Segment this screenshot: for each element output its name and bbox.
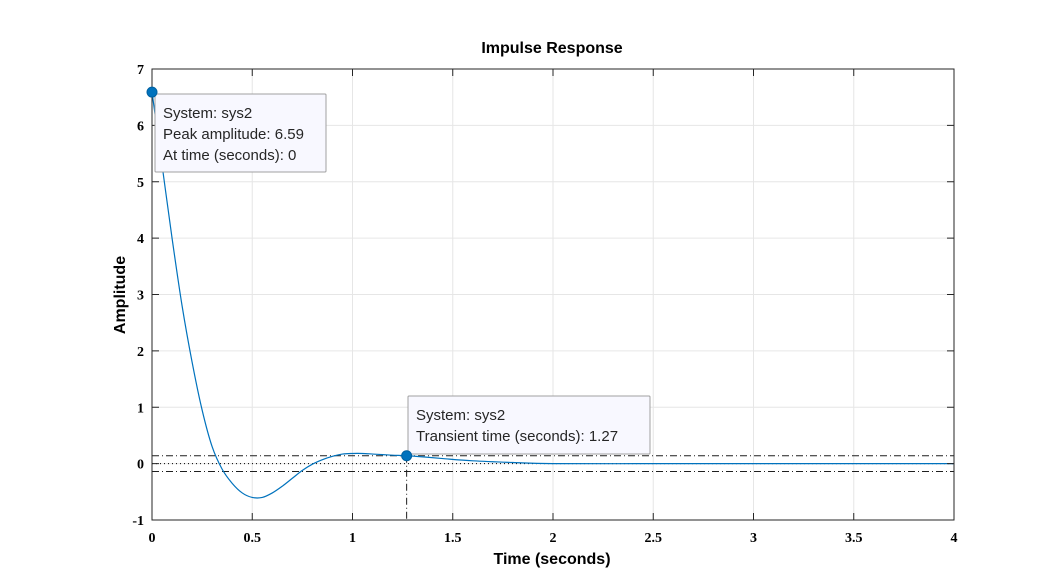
datatips: System: sys2 Peak amplitude: 6.59 At time … bbox=[146, 86, 651, 462]
x-tick-label: 4 bbox=[951, 531, 958, 546]
y-tick-label: 4 bbox=[137, 232, 144, 247]
y-tick-label: 5 bbox=[137, 176, 144, 191]
datatip-marker bbox=[401, 450, 413, 462]
y-tick-label: 3 bbox=[137, 289, 144, 304]
datatip-text: System: sys2 bbox=[163, 105, 252, 122]
x-tick-label: 2.5 bbox=[645, 531, 663, 546]
y-tick-label: -1 bbox=[132, 514, 144, 529]
datatip-text: Transient time (seconds): 1.27 bbox=[416, 428, 618, 445]
datatip: System: sys2 Peak amplitude: 6.59 At time … bbox=[146, 86, 327, 173]
y-tick-label: 6 bbox=[137, 119, 144, 134]
chart-title: Impulse Response bbox=[481, 40, 622, 57]
series-layer bbox=[151, 92, 954, 499]
datatip-text: Peak amplitude: 6.59 bbox=[163, 126, 304, 143]
datatip: System: sys2 Transient time (seconds): 1.… bbox=[401, 395, 651, 462]
y-tick-label: 1 bbox=[137, 401, 144, 416]
datatip-text: System: sys2 bbox=[416, 407, 505, 424]
x-tick-label: 3.5 bbox=[845, 531, 863, 546]
impulse-response-line bbox=[151, 92, 954, 499]
datatip-text: At time (seconds): 0 bbox=[163, 147, 296, 164]
datatip-box bbox=[407, 395, 651, 455]
x-tick-label: 1.5 bbox=[444, 531, 462, 546]
x-tick-label: 3 bbox=[750, 531, 757, 546]
y-tick-label: 7 bbox=[137, 63, 144, 78]
x-axis-label: Time (seconds) bbox=[493, 551, 610, 568]
y-tick-label: 0 bbox=[137, 458, 144, 473]
x-tick-label: 2 bbox=[550, 531, 557, 546]
y-axis-label: Amplitude bbox=[112, 256, 129, 334]
x-tick-label: 0 bbox=[149, 531, 156, 546]
x-tick-label: 1 bbox=[349, 531, 356, 546]
datatip-box bbox=[154, 93, 327, 173]
datatip-marker bbox=[146, 86, 158, 98]
y-tick-label: 2 bbox=[137, 345, 144, 360]
x-tick-label: 0.5 bbox=[244, 531, 262, 546]
tick-labels: 0 0.5 1 1.5 2 2.5 3 3.5 4 -1 0 1 2 3 4 5 6 7 bbox=[132, 63, 957, 546]
